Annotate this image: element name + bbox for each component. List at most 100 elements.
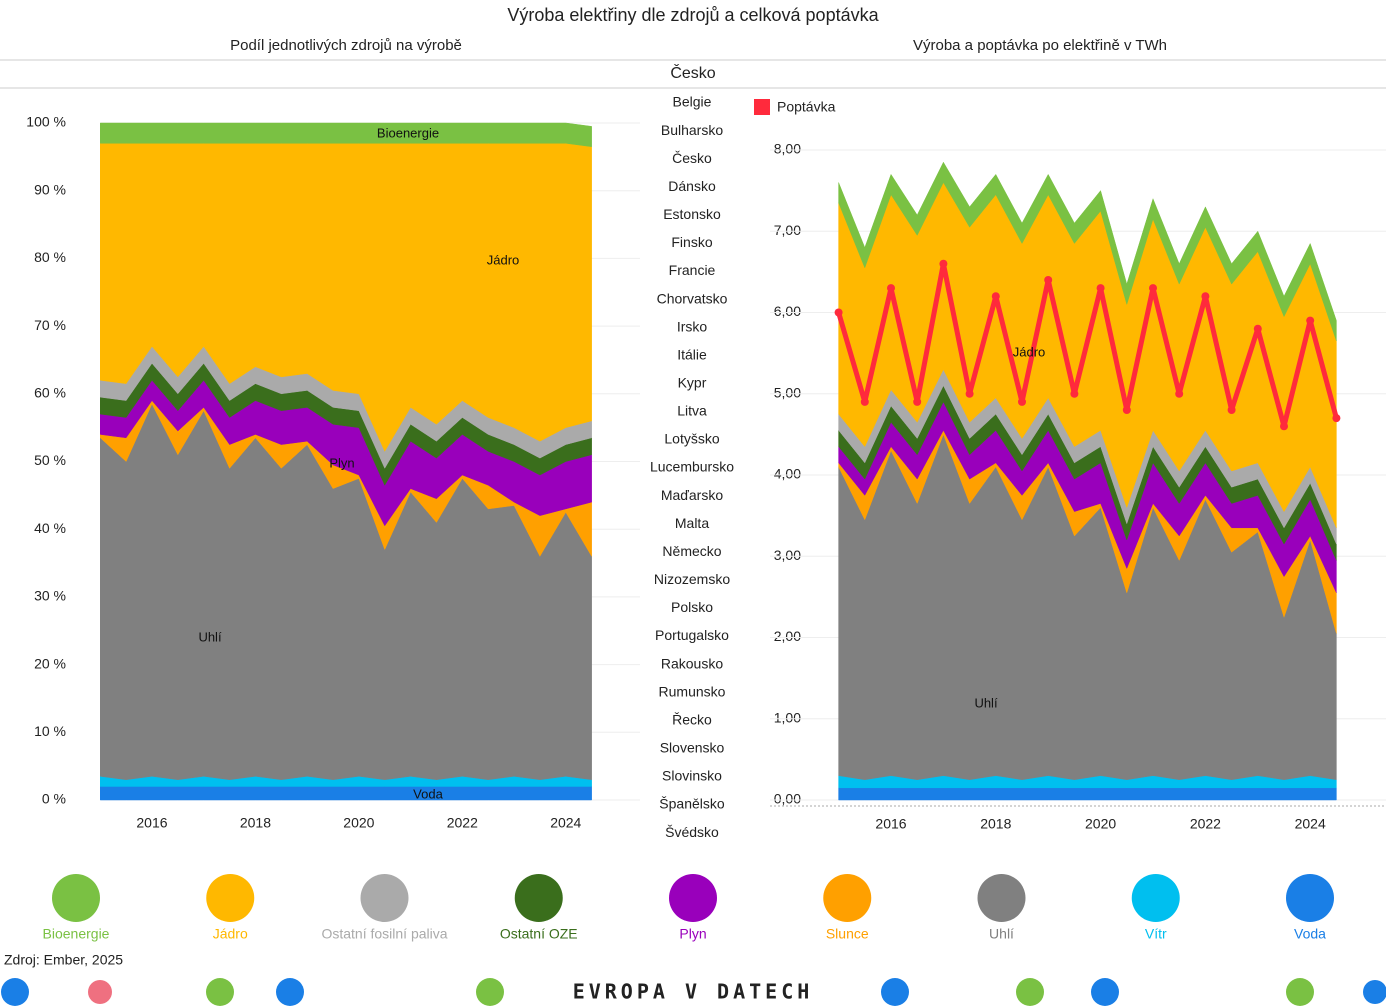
legend-label[interactable]: Plyn: [679, 926, 706, 942]
x-tick-label: 2018: [980, 816, 1011, 832]
line-point: [1201, 292, 1210, 301]
brand: EVROPA V DATECH: [573, 980, 814, 1004]
legend-label[interactable]: Slunce: [826, 926, 869, 942]
legend-label[interactable]: Uhlí: [989, 926, 1014, 942]
line-point: [1175, 389, 1184, 398]
line-point: [965, 389, 974, 398]
annotation: Jádro: [487, 252, 520, 267]
y-tick-label: 8,00: [774, 141, 801, 157]
country[interactable]: Finsko: [671, 234, 712, 250]
area: [100, 122, 592, 147]
country[interactable]: Itálie: [677, 346, 707, 362]
subtitle: Podíl jednotlivých zdrojů na výrobě: [230, 37, 462, 54]
decoration: [1, 978, 1386, 1006]
legend-swatch[interactable]: [977, 874, 1026, 922]
line-point: [1096, 284, 1105, 293]
x-tick-label: 2022: [447, 815, 478, 831]
country[interactable]: Maďarsko: [661, 487, 724, 503]
country[interactable]: Rakousko: [661, 655, 723, 671]
country[interactable]: Polsko: [671, 599, 713, 615]
annotation: Uhlí: [974, 695, 998, 710]
y-tick-label: 10 %: [34, 723, 66, 739]
line-point: [939, 259, 948, 268]
legend-swatch[interactable]: [1131, 874, 1180, 922]
y-tick-label: 50 %: [34, 452, 66, 468]
country[interactable]: Řecko: [672, 711, 712, 727]
country[interactable]: Irsko: [677, 318, 708, 334]
y-tick-label: 5,00: [774, 384, 801, 400]
country[interactable]: Kypr: [678, 375, 707, 391]
country[interactable]: Lucembursko: [650, 459, 734, 475]
y-tick-label: 4,00: [774, 466, 801, 482]
y-tick-label: 6,00: [774, 303, 801, 319]
annotation: Uhlí: [198, 629, 222, 644]
source: Zdroj: Ember, 2025: [4, 952, 123, 968]
y-tick-label: 90 %: [34, 181, 66, 197]
y-tick-label: 7,00: [774, 222, 801, 238]
line-point: [991, 292, 1000, 301]
subtitle: Výroba a poptávka po elektřině v TWh: [913, 37, 1167, 54]
country[interactable]: Lotyšsko: [664, 431, 719, 447]
area: [100, 786, 592, 801]
line-point: [1253, 324, 1262, 333]
country[interactable]: Švédsko: [665, 824, 719, 840]
annotation: Jádro: [1013, 344, 1046, 359]
annotation: Voda: [413, 786, 443, 801]
x-tick-label: 2024: [1295, 816, 1326, 832]
country[interactable]: Slovensko: [660, 740, 725, 756]
line-point: [1227, 406, 1236, 414]
x-tick-label: 2024: [550, 815, 581, 831]
annotation: Bioenergie: [377, 125, 439, 140]
y-tick-label: 100 %: [26, 114, 66, 130]
line-point: [834, 308, 843, 317]
y-tick-label: 40 %: [34, 520, 66, 536]
country[interactable]: Španělsko: [659, 796, 725, 812]
y-tick-label: 80 %: [34, 249, 66, 265]
country[interactable]: Rumunsko: [659, 683, 726, 699]
country[interactable]: Estonsko: [663, 206, 721, 222]
legend-swatch[interactable]: [514, 874, 563, 922]
country[interactable]: Německo: [662, 543, 721, 559]
line-point: [913, 397, 922, 406]
legend-label[interactable]: Ostatní fosilní paliva: [321, 926, 447, 942]
legend-swatch[interactable]: [669, 874, 717, 922]
y-tick-label: 0 %: [42, 791, 66, 807]
legend-swatch[interactable]: [360, 874, 409, 922]
x-tick-label: 2022: [1190, 816, 1221, 832]
legend-swatch[interactable]: [206, 874, 255, 922]
x-tick-label: 2018: [240, 815, 271, 831]
legend-label[interactable]: Ostatní OZE: [500, 926, 578, 942]
country[interactable]: Bulharsko: [661, 122, 723, 138]
x-tick-label: 2020: [343, 815, 374, 831]
country[interactable]: Dánsko: [668, 178, 716, 194]
area: [838, 787, 1337, 801]
y-tick-label: 1,00: [774, 709, 801, 725]
line-point: [1332, 414, 1341, 423]
selected-country[interactable]: Česko: [670, 63, 715, 82]
country[interactable]: Česko: [672, 150, 712, 166]
country[interactable]: Francie: [669, 262, 716, 278]
legend-label[interactable]: Bioenergie: [43, 926, 110, 942]
country[interactable]: Portugalsko: [655, 627, 729, 643]
country[interactable]: Belgie: [673, 94, 712, 110]
legend-swatch[interactable]: [823, 874, 872, 922]
legend-label[interactable]: Vítr: [1145, 926, 1167, 942]
x-tick-label: 2020: [1085, 816, 1116, 832]
line-point: [1306, 316, 1315, 325]
y-tick-label: 0,00: [774, 791, 801, 807]
country[interactable]: Litva: [677, 403, 707, 419]
country[interactable]: Malta: [675, 515, 709, 531]
country[interactable]: Nizozemsko: [654, 571, 730, 587]
y-tick-label: 60 %: [34, 385, 66, 401]
title: Výroba elektřiny dle zdrojů a celková po…: [507, 5, 879, 25]
legend-swatch[interactable]: [52, 874, 100, 922]
country[interactable]: Chorvatsko: [657, 290, 728, 306]
line-point: [1018, 397, 1026, 406]
line-point: [887, 284, 895, 293]
legend-label[interactable]: Voda: [1294, 926, 1326, 942]
y-tick-label: 2,00: [774, 628, 801, 644]
x-tick-label: 2016: [136, 815, 167, 831]
country[interactable]: Slovinsko: [662, 768, 722, 784]
legend-swatch[interactable]: [1286, 874, 1334, 922]
legend-label[interactable]: Jádro: [213, 926, 248, 942]
